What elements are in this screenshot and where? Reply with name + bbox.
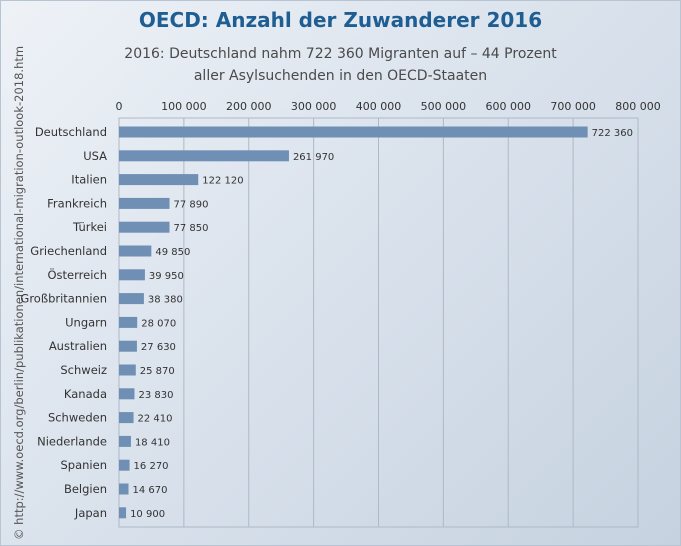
category-label: Kanada xyxy=(64,387,107,401)
x-tick-label: 300 000 xyxy=(291,100,337,113)
category-label: Türkei xyxy=(72,220,107,234)
category-label: Japan xyxy=(74,506,107,520)
category-label: Australien xyxy=(49,339,107,353)
bar xyxy=(119,507,127,519)
bar xyxy=(119,126,588,138)
value-label: 261 970 xyxy=(293,152,334,163)
bar xyxy=(119,150,289,162)
bar xyxy=(119,340,137,352)
value-label: 18 410 xyxy=(135,437,170,448)
bar xyxy=(119,293,144,305)
category-label: Italien xyxy=(71,173,107,187)
value-label: 16 270 xyxy=(134,461,169,472)
bar xyxy=(119,197,170,209)
bar xyxy=(119,269,145,281)
value-label: 77 890 xyxy=(174,199,209,210)
bar xyxy=(119,483,129,495)
bar xyxy=(119,364,136,376)
category-label: Großbritannien xyxy=(20,292,107,306)
x-tick-label: 200 000 xyxy=(226,100,272,113)
bar xyxy=(119,245,152,257)
category-label: Schweiz xyxy=(60,363,107,377)
value-label: 122 120 xyxy=(202,176,243,187)
category-label: Belgien xyxy=(64,482,107,496)
bar xyxy=(119,221,170,233)
value-label: 49 850 xyxy=(155,247,190,258)
category-label: Schweden xyxy=(48,411,107,425)
bar xyxy=(119,316,138,328)
value-label: 722 360 xyxy=(592,128,633,139)
bar xyxy=(119,174,199,186)
value-label: 77 850 xyxy=(174,223,209,234)
value-label: 27 630 xyxy=(141,342,176,353)
category-label: Österreich xyxy=(47,266,107,282)
category-label: Frankreich xyxy=(47,196,107,210)
x-tick-label: 0 xyxy=(116,100,123,113)
bar xyxy=(119,459,130,471)
category-label: USA xyxy=(83,149,107,163)
value-label: 10 900 xyxy=(130,509,165,520)
value-label: 39 950 xyxy=(149,271,184,282)
category-label: Ungarn xyxy=(65,315,107,329)
category-label: Spanien xyxy=(61,458,108,472)
x-tick-label: 400 000 xyxy=(356,100,402,113)
bar xyxy=(119,435,131,447)
x-tick-label: 600 000 xyxy=(486,100,532,113)
value-label: 38 380 xyxy=(148,295,183,306)
bar xyxy=(119,388,135,400)
chart-title: OECD: Anzahl der Zuwanderer 2016 xyxy=(138,8,543,32)
value-label: 14 670 xyxy=(133,485,168,496)
x-tick-label: 500 000 xyxy=(421,100,467,113)
value-label: 25 870 xyxy=(140,366,175,377)
category-label: Deutschland xyxy=(35,125,107,139)
category-label: Niederlande xyxy=(37,434,107,448)
category-label: Griechenland xyxy=(30,244,107,258)
value-label: 22 410 xyxy=(138,414,173,425)
bar xyxy=(119,412,134,424)
x-tick-label: 700 000 xyxy=(550,100,596,113)
chart-subtitle-line-1: 2016: Deutschland nahm 722 360 Migranten… xyxy=(124,46,557,62)
value-label: 23 830 xyxy=(138,390,173,401)
value-label: 28 070 xyxy=(141,318,176,329)
x-tick-label: 800 000 xyxy=(615,100,661,113)
chart-subtitle-line-2: aller Asylsuchenden in den OECD-Staaten xyxy=(193,68,488,84)
x-tick-label: 100 000 xyxy=(161,100,207,113)
